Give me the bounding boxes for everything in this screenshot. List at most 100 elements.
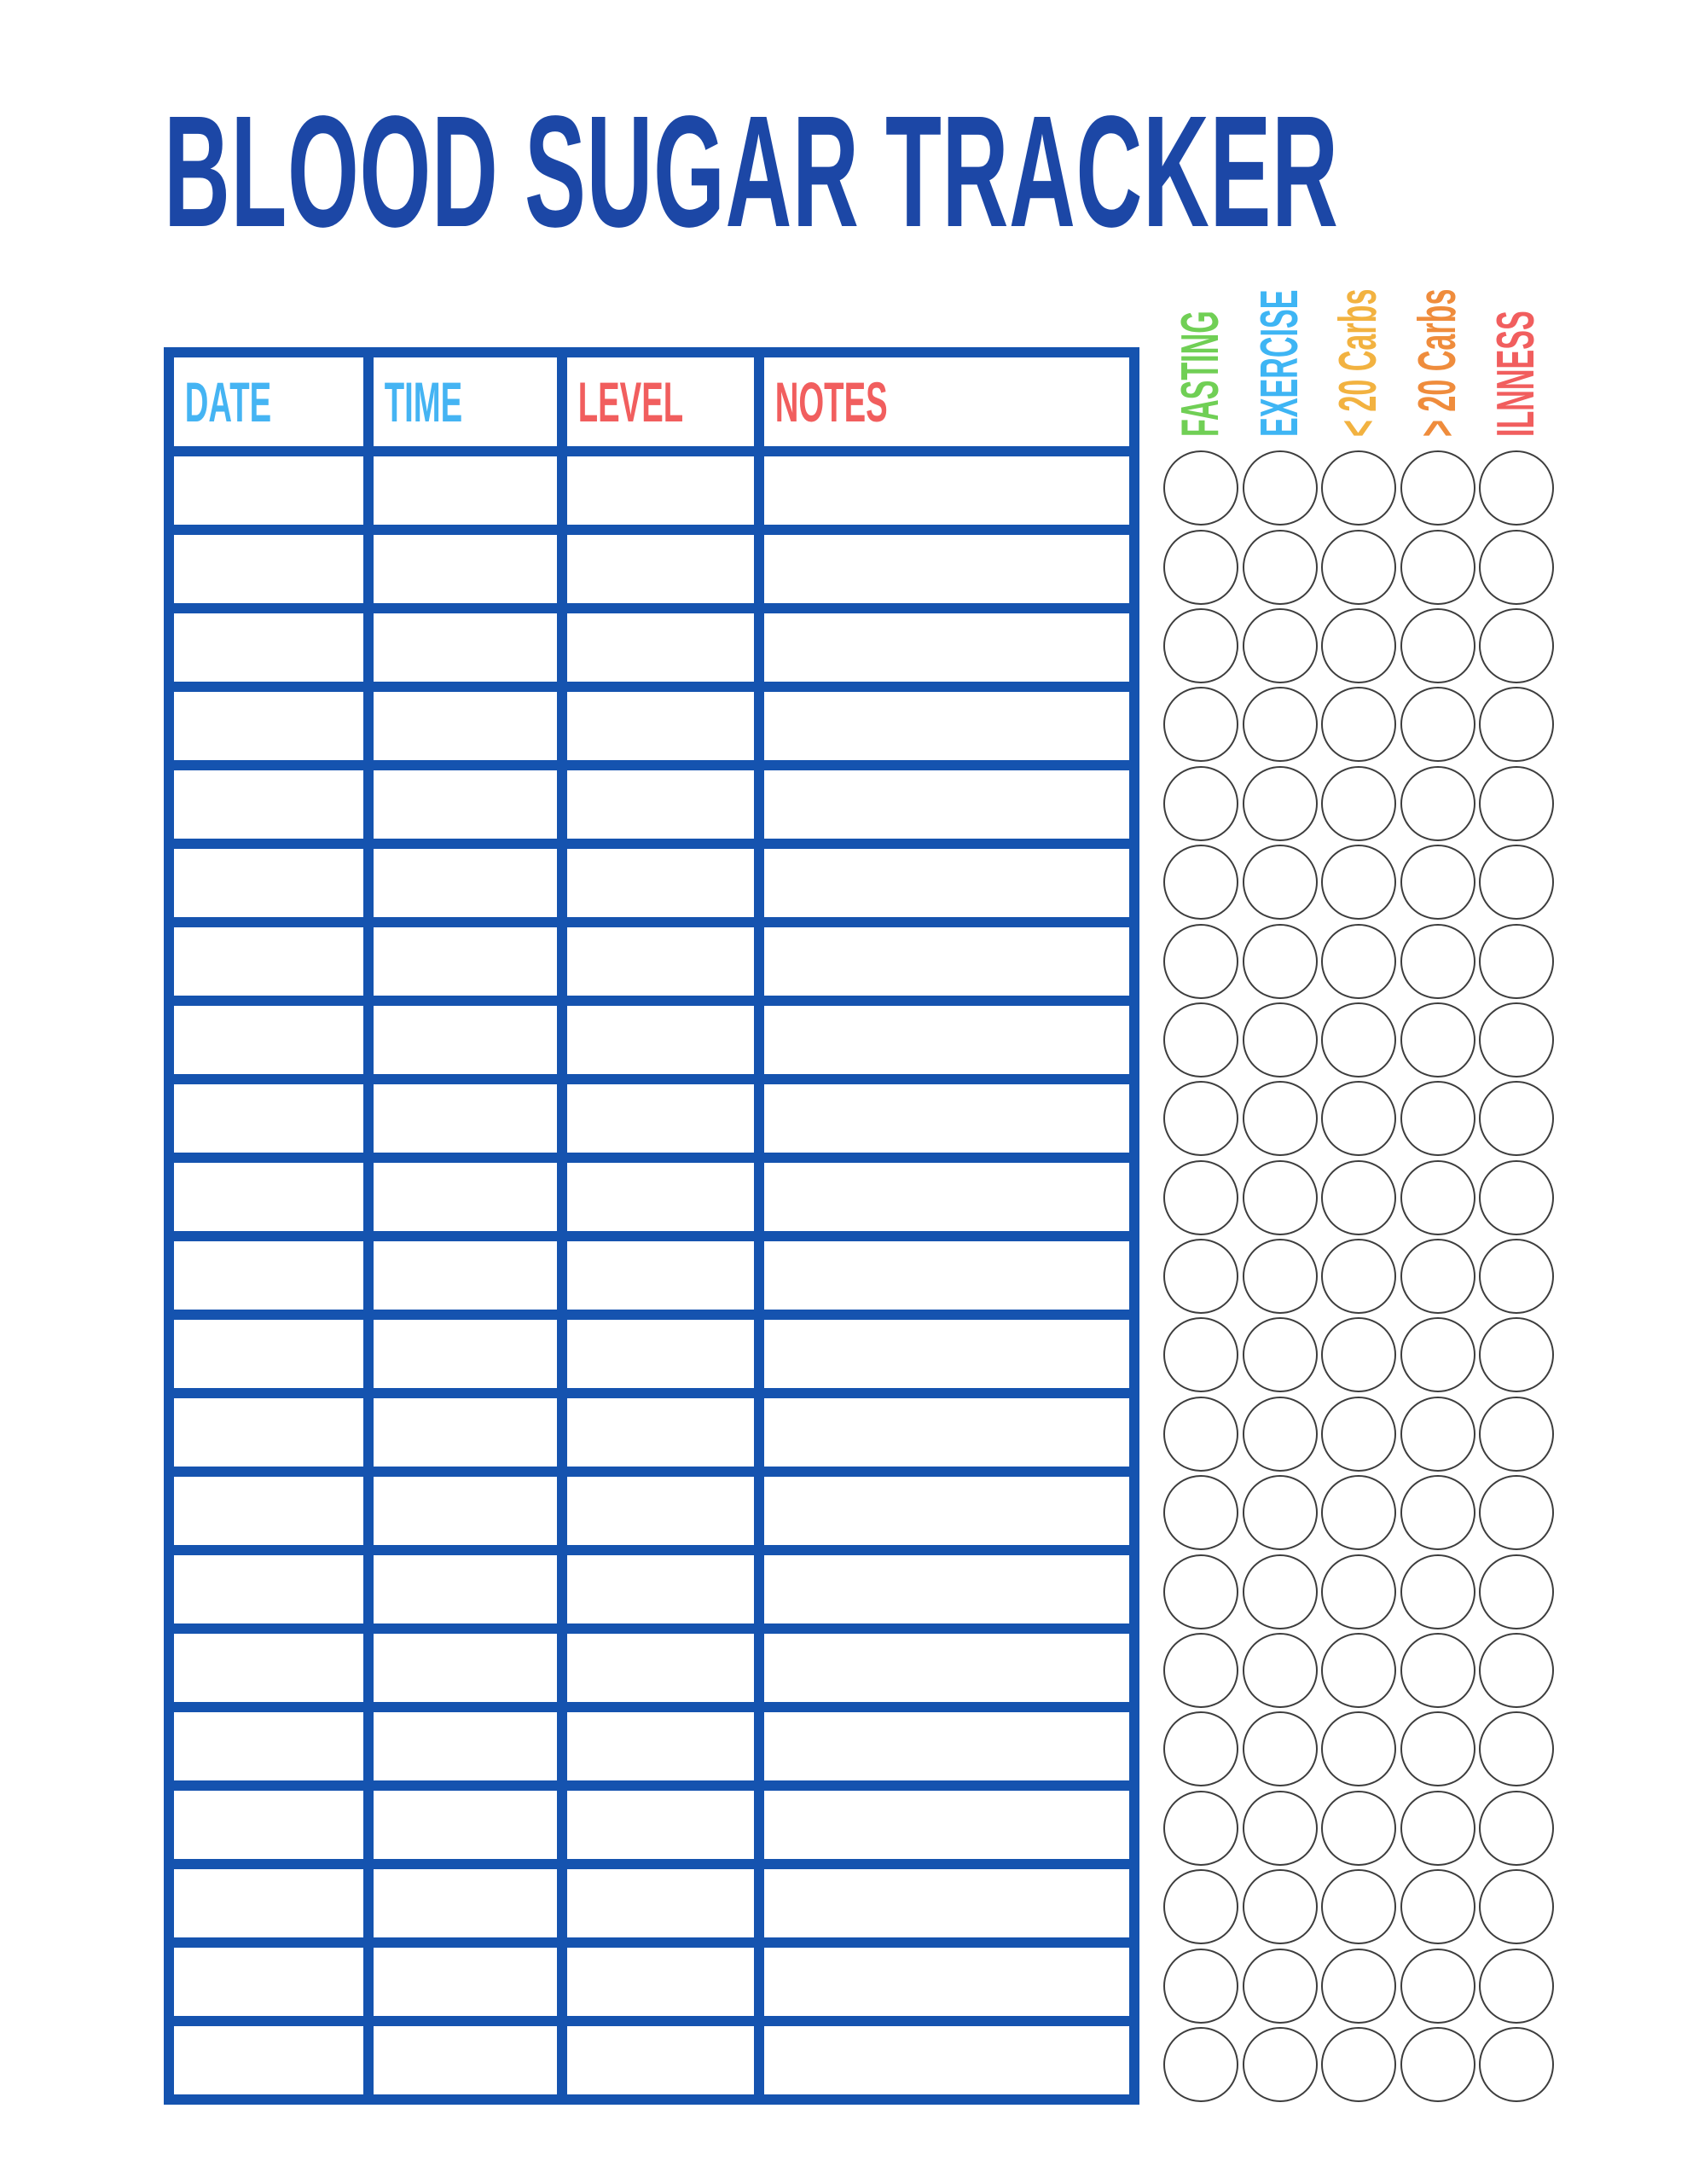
tracker-circle[interactable] [1321,765,1397,841]
log-cell-date[interactable] [164,1780,374,1869]
log-cell-time[interactable] [363,1859,567,1948]
log-cell-date[interactable] [164,2016,374,2105]
tracker-circle[interactable] [1400,1081,1475,1157]
log-cell-level[interactable] [557,1153,764,1241]
log-cell-level[interactable] [557,1859,764,1948]
log-cell-level[interactable] [557,1231,764,1320]
log-cell-notes[interactable] [754,1231,1139,1320]
log-cell-time[interactable] [363,839,567,927]
log-cell-notes[interactable] [754,525,1139,613]
tracker-circle[interactable] [1163,923,1239,999]
tracker-circle[interactable] [1321,1790,1397,1866]
log-cell-time[interactable] [363,1623,567,1712]
tracker-circle[interactable] [1479,1081,1555,1157]
tracker-circle[interactable] [1400,765,1475,841]
tracker-circle[interactable] [1479,1396,1555,1472]
tracker-circle[interactable] [1479,687,1555,763]
tracker-circle[interactable] [1163,1239,1239,1315]
tracker-circle[interactable] [1400,1633,1475,1709]
log-cell-date[interactable] [164,760,374,849]
log-cell-notes[interactable] [754,1310,1139,1398]
log-cell-level[interactable] [557,446,764,535]
tracker-circle[interactable] [1321,1475,1397,1551]
log-cell-notes[interactable] [754,1623,1139,1712]
tracker-circle[interactable] [1242,923,1318,999]
log-cell-level[interactable] [557,996,764,1084]
log-cell-level[interactable] [557,1623,764,1712]
tracker-circle[interactable] [1321,1554,1397,1629]
log-cell-date[interactable] [164,603,374,692]
log-cell-notes[interactable] [754,1545,1139,1634]
tracker-circle[interactable] [1400,2027,1475,2102]
tracker-circle[interactable] [1400,1869,1475,1945]
tracker-circle[interactable] [1163,1396,1239,1472]
log-cell-level[interactable] [557,525,764,613]
log-cell-time[interactable] [363,682,567,770]
log-cell-time[interactable] [363,1388,567,1477]
tracker-circle[interactable] [1242,687,1318,763]
tracker-circle[interactable] [1321,607,1397,683]
tracker-circle[interactable] [1163,845,1239,921]
tracker-circle[interactable] [1479,1317,1555,1393]
log-cell-time[interactable] [363,2016,567,2105]
log-cell-time[interactable] [363,1780,567,1869]
log-cell-level[interactable] [557,682,764,770]
tracker-circle[interactable] [1400,1948,1475,2024]
tracker-circle[interactable] [1242,1002,1318,1077]
tracker-circle[interactable] [1321,845,1397,921]
log-cell-time[interactable] [363,446,567,535]
tracker-circle[interactable] [1400,1790,1475,1866]
log-cell-notes[interactable] [754,2016,1139,2105]
tracker-circle[interactable] [1400,1475,1475,1551]
tracker-circle[interactable] [1163,1317,1239,1393]
log-cell-date[interactable] [164,839,374,927]
tracker-circle[interactable] [1321,1002,1397,1077]
tracker-circle[interactable] [1242,1948,1318,2024]
tracker-circle[interactable] [1242,1081,1318,1157]
tracker-circle[interactable] [1242,1159,1318,1235]
log-cell-time[interactable] [363,1467,567,1555]
tracker-circle[interactable] [1163,1790,1239,1866]
log-cell-time[interactable] [363,760,567,849]
tracker-circle[interactable] [1479,1475,1555,1551]
log-cell-date[interactable] [164,1310,374,1398]
tracker-circle[interactable] [1321,1711,1397,1787]
tracker-circle[interactable] [1242,765,1318,841]
log-cell-notes[interactable] [754,1780,1139,1869]
log-cell-time[interactable] [363,1153,567,1241]
log-cell-date[interactable] [164,525,374,613]
log-cell-time[interactable] [363,1702,567,1791]
tracker-circle[interactable] [1479,1790,1555,1866]
log-cell-level[interactable] [557,2016,764,2105]
tracker-circle[interactable] [1321,1869,1397,1945]
log-cell-date[interactable] [164,1153,374,1241]
tracker-circle[interactable] [1242,2027,1318,2102]
tracker-circle[interactable] [1321,1081,1397,1157]
tracker-circle[interactable] [1321,1948,1397,2024]
tracker-circle[interactable] [1400,1396,1475,1472]
tracker-circle[interactable] [1242,1317,1318,1393]
log-cell-notes[interactable] [754,1702,1139,1791]
log-cell-time[interactable] [363,1231,567,1320]
tracker-circle[interactable] [1163,529,1239,605]
tracker-circle[interactable] [1479,529,1555,605]
log-cell-date[interactable] [164,1545,374,1634]
tracker-circle[interactable] [1242,1790,1318,1866]
tracker-circle[interactable] [1242,1396,1318,1472]
tracker-circle[interactable] [1400,450,1475,526]
tracker-circle[interactable] [1163,1002,1239,1077]
log-cell-time[interactable] [363,1310,567,1398]
tracker-circle[interactable] [1321,2027,1397,2102]
tracker-circle[interactable] [1400,529,1475,605]
log-cell-date[interactable] [164,917,374,1006]
tracker-circle[interactable] [1242,1239,1318,1315]
log-cell-date[interactable] [164,1623,374,1712]
tracker-circle[interactable] [1321,1159,1397,1235]
log-cell-notes[interactable] [754,996,1139,1084]
tracker-circle[interactable] [1163,1159,1239,1235]
log-cell-level[interactable] [557,1780,764,1869]
log-cell-date[interactable] [164,1231,374,1320]
log-cell-level[interactable] [557,1937,764,2026]
log-cell-date[interactable] [164,1937,374,2026]
tracker-circle[interactable] [1400,1159,1475,1235]
